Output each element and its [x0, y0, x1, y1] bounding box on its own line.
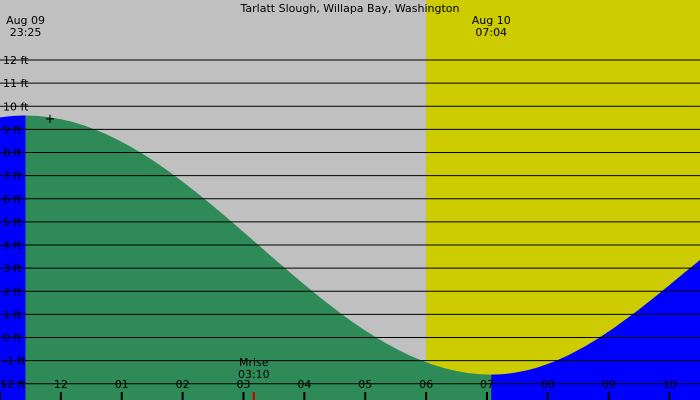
x-tick-labels: 11 12 01 02 03 04 05 06 07 08 09 10 [0, 378, 677, 400]
y-tick-label: 4 ft [3, 239, 22, 252]
tide-area-layer [0, 115, 700, 400]
x-tick-label: 12 [54, 378, 68, 391]
x-tick-label: 04 [297, 378, 311, 391]
gridlines [0, 59, 700, 385]
extreme-day-label: Aug 09 [6, 14, 45, 27]
y-tick-label: -2 ft [3, 378, 26, 391]
peak-marker: + [45, 112, 56, 127]
y-tick-label: 8 ft [3, 147, 22, 160]
moon-event-label: Mrise [239, 356, 269, 369]
y-tick-label: 11 ft [3, 77, 29, 90]
x-tick-label: 07 [480, 378, 494, 391]
x-tick-label: 03 [236, 378, 250, 391]
y-tick-label: 10 ft [3, 100, 29, 113]
y-tick-label: 6 ft [3, 193, 22, 206]
x-tick-label: 02 [176, 378, 190, 391]
y-tick-label: -1 ft [3, 355, 26, 368]
rising-tide-segment [491, 259, 700, 400]
y-tick-label: 7 ft [3, 170, 22, 183]
y-tick-label: 3 ft [3, 262, 22, 275]
extreme-day-label: Aug 10 [472, 14, 511, 27]
extreme-time-label: 07:04 [475, 26, 507, 39]
y-tick-label: 2 ft [3, 285, 22, 298]
x-tick-label: 05 [358, 378, 372, 391]
x-tick-label: 10 [663, 378, 677, 391]
rising-tide-segment [0, 115, 26, 400]
extreme-time-label: 23:25 [10, 26, 42, 39]
y-tick-label: 12 ft [3, 54, 29, 67]
x-tick-label: 11 [0, 378, 7, 391]
y-tick-label: 1 ft [3, 308, 22, 321]
chart-title: Tarlatt Slough, Willapa Bay, Washington [240, 2, 460, 15]
x-tick-label: 09 [602, 378, 616, 391]
x-tick-label: 08 [541, 378, 555, 391]
falling-tide-segment [25, 115, 492, 400]
y-tick-label: 9 ft [3, 123, 22, 136]
x-tick-label: 06 [419, 378, 433, 391]
y-tick-label: 5 ft [3, 216, 22, 229]
y-tick-labels: -2 ft -1 ft 0 ft 1 ft 2 ft 3 ft 4 ft 5 ft 6 ft 7 … [3, 54, 29, 391]
x-tick-label: 01 [115, 378, 129, 391]
moon-event-time: 03:10 [238, 368, 270, 381]
y-tick-label: 0 ft [3, 332, 22, 345]
